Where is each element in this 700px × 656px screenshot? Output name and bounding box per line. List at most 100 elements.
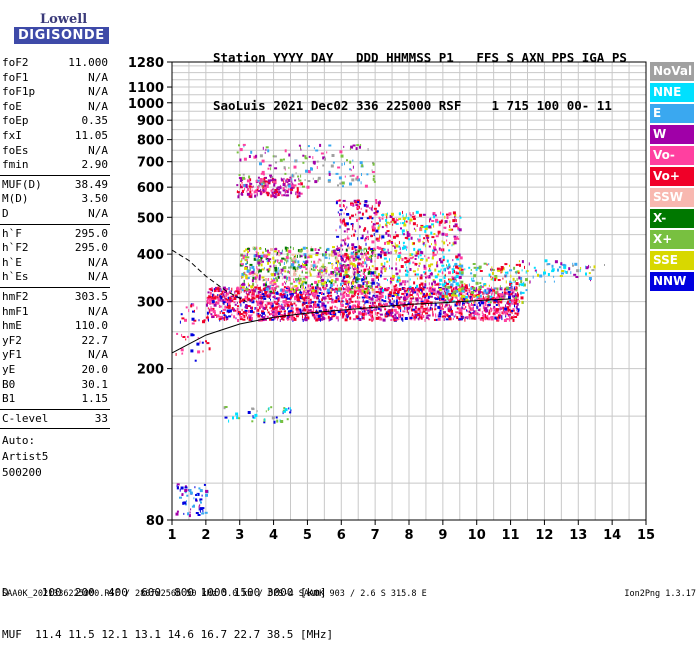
- echo-point: [500, 268, 504, 272]
- echo-point: [479, 291, 483, 294]
- echo-point: [373, 270, 377, 274]
- echo-point: [269, 317, 272, 321]
- echo-point: [304, 155, 307, 159]
- echo-point: [349, 267, 351, 269]
- param-value: N/A: [88, 348, 108, 362]
- echo-point: [292, 285, 295, 288]
- param-name: MUF(D): [2, 177, 42, 191]
- echo-point: [292, 289, 294, 292]
- echo-point: [294, 278, 298, 281]
- echo-point: [376, 312, 379, 314]
- x-axis-ticks: 1 2 3 4 5 6 7 8 9 10 11 12 13 14 15: [167, 520, 655, 543]
- echo-point: [466, 310, 469, 313]
- echo-point: [357, 265, 359, 269]
- echo-point: [434, 268, 437, 272]
- echo-point: [275, 285, 279, 288]
- echo-point: [245, 273, 247, 276]
- echo-point: [470, 269, 472, 271]
- echo-point: [447, 285, 451, 289]
- echo-point: [252, 290, 254, 294]
- echo-point: [484, 297, 486, 301]
- echo-point: [384, 270, 387, 273]
- echo-point: [482, 292, 484, 296]
- echo-point: [506, 312, 508, 315]
- echo-point: [432, 253, 435, 257]
- echo-point: [490, 307, 493, 311]
- param-hf: h`F 295.0: [2, 227, 108, 241]
- echo-point: [289, 277, 291, 281]
- echo-point: [458, 228, 462, 232]
- echo-point: [354, 300, 356, 303]
- echo-point: [427, 295, 430, 299]
- echo-point: [394, 242, 396, 245]
- echo-point: [279, 319, 281, 322]
- echo-point: [241, 254, 243, 257]
- echo-point: [492, 288, 496, 292]
- echo-point: [245, 314, 247, 317]
- echo-point: [428, 264, 432, 268]
- echo-point: [361, 249, 363, 252]
- echo-point: [385, 302, 389, 306]
- echo-point: [258, 184, 261, 187]
- echo-point: [416, 273, 419, 276]
- echo-point: [425, 234, 429, 237]
- echo-point: [375, 291, 379, 293]
- echo-point: [373, 274, 376, 277]
- echo-point: [305, 290, 307, 293]
- echo-point: [263, 297, 267, 300]
- echo-point: [547, 273, 550, 276]
- echo-point: [408, 258, 410, 261]
- echo-point: [412, 305, 413, 308]
- echo-point: [365, 204, 369, 208]
- echo-point: [358, 246, 362, 250]
- echo-point: [388, 313, 392, 317]
- echo-point: [337, 318, 339, 322]
- echo-point: [354, 246, 358, 249]
- echo-point: [452, 211, 456, 215]
- echo-point: [359, 284, 362, 288]
- echo-point: [364, 258, 366, 262]
- echo-point: [478, 316, 480, 320]
- echo-point: [347, 243, 349, 247]
- echo-point: [322, 317, 325, 321]
- echo-point: [279, 259, 283, 263]
- echo-point: [451, 294, 454, 297]
- echo-point: [250, 316, 253, 320]
- param-md: M(D) 3.50: [2, 192, 108, 206]
- echo-point: [359, 318, 362, 321]
- echo-point: [313, 260, 316, 264]
- echo-point: [342, 185, 344, 188]
- echo-point: [400, 309, 402, 312]
- echo-point: [349, 316, 352, 320]
- echo-point: [218, 305, 222, 308]
- echo-point: [358, 312, 360, 316]
- echo-point: [314, 302, 316, 305]
- echo-point: [218, 318, 222, 321]
- echo-point: [250, 150, 253, 154]
- echo-point: [239, 316, 243, 318]
- echo-point: [441, 302, 443, 305]
- echo-point: [443, 268, 445, 272]
- echo-point: [351, 214, 354, 217]
- echo-point: [228, 296, 231, 300]
- echo-point: [403, 223, 407, 227]
- echo-point: [309, 272, 311, 275]
- echo-point: [228, 309, 232, 313]
- y-tick-label: 200: [137, 363, 164, 378]
- echo-point: [435, 315, 437, 318]
- echo-point: [421, 307, 424, 310]
- echo-point: [249, 193, 253, 196]
- echo-point: [373, 251, 376, 254]
- echo-point: [431, 256, 434, 260]
- echo-point: [428, 289, 432, 293]
- echo-point: [274, 271, 278, 274]
- echo-point: [224, 316, 226, 319]
- echo-point: [359, 225, 361, 228]
- echo-point: [379, 298, 381, 301]
- echo-point: [372, 294, 375, 297]
- echo-point: [242, 176, 245, 180]
- echo-point: [251, 318, 253, 322]
- echo-point: [330, 318, 332, 321]
- echo-point: [331, 297, 333, 300]
- echo-point: [270, 281, 274, 285]
